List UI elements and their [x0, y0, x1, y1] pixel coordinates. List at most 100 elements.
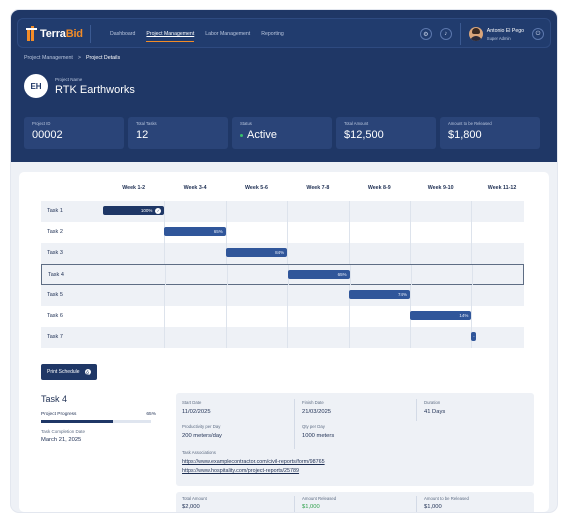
nav-dashboard[interactable]: Dashboard	[110, 31, 136, 37]
start-date: 11/02/2025	[182, 409, 211, 415]
stat-value: $1,800	[448, 129, 482, 141]
grid-line	[287, 327, 289, 348]
task-bar[interactable]: -	[471, 332, 477, 341]
nav-reporting[interactable]: Reporting	[261, 31, 284, 37]
grid-line	[410, 243, 411, 264]
grid-line	[226, 265, 228, 286]
qty: 1000 meters	[302, 433, 335, 439]
status-dot-icon	[240, 133, 243, 137]
user-area: ⚙ ♪ Antonio El Pego Super Admin ⏻	[412, 23, 544, 45]
stat-value: 00002	[32, 129, 63, 141]
grid-line	[348, 306, 350, 327]
stat-label: Status	[240, 121, 252, 126]
divider	[416, 496, 417, 512]
progress-bar	[41, 420, 151, 423]
association-link[interactable]: https://www.hospitality.com/project-repo…	[182, 468, 300, 474]
print-schedule-button[interactable]: Print Schedule ⎙	[41, 364, 97, 380]
grid-line	[225, 327, 227, 348]
grid-line	[287, 222, 289, 243]
grid-line	[164, 243, 166, 264]
task-bar[interactable]: 65%	[164, 227, 226, 236]
task-name: Task 3	[47, 250, 63, 256]
print-icon: ⎙	[84, 369, 91, 375]
stats-row: Project ID 00002 Total Tasks 12 Status A…	[24, 117, 540, 149]
week-header: Week 1-2	[122, 185, 146, 191]
nav-project-management[interactable]: Project Management	[146, 19, 194, 49]
nav-labor-management[interactable]: Labor Management	[205, 31, 251, 37]
task-bar[interactable]: 65%	[288, 270, 350, 279]
grid-line	[348, 201, 350, 222]
stat-amount-to-release: Amount to be Released $1,800	[440, 117, 540, 149]
grid-line	[164, 285, 166, 306]
task-bar[interactable]: 84%	[225, 248, 288, 257]
week-header: Week 7-8	[306, 185, 330, 191]
qty-cell: Qty per Day 1000 meters	[302, 424, 335, 439]
grid-line	[348, 327, 350, 348]
stat-total-amount: Total Amount $12,500	[336, 117, 436, 149]
amount-released: $1,000	[302, 504, 320, 510]
duration-cell: Duration 41 Days	[424, 400, 446, 415]
grid-line	[165, 265, 167, 286]
week-header: Week 5-6	[245, 185, 268, 191]
task-bar[interactable]: 14%	[410, 311, 472, 320]
week-header: Week 11-12	[487, 185, 517, 191]
gantt-row[interactable]: Task 5 74%	[41, 285, 524, 306]
user-role: Super Admin	[486, 35, 511, 41]
stat-label: Total Amount	[344, 121, 369, 126]
task-progress-label: 65%	[337, 272, 347, 277]
amount-to-release: $1,000	[424, 504, 442, 510]
stat-value: $12,500	[344, 129, 384, 141]
grid-line	[471, 201, 473, 222]
task-progress-label: 14%	[459, 313, 469, 318]
divider	[294, 399, 295, 449]
productivity: 200 meters/day	[182, 433, 222, 439]
user-menu[interactable]: Antonio El Pego Super Admin	[459, 23, 524, 45]
power-icon[interactable]: ⏻	[532, 28, 544, 40]
stat-value: 12	[136, 129, 149, 141]
gantt-row[interactable]: Task 6 14%	[41, 306, 524, 327]
association-link[interactable]: https://www.examplecontractor.com/civil-…	[182, 459, 325, 465]
bell-icon[interactable]: ♪	[439, 28, 452, 40]
grid-line	[411, 265, 412, 286]
task-progress-label: 100%	[140, 208, 153, 213]
task-progress-label: 74%	[397, 292, 407, 297]
gantt-row[interactable]: Task 1 100% ✓	[41, 201, 524, 222]
week-header: Week 8-9	[367, 185, 391, 191]
task-bar[interactable]: 100% ✓	[103, 206, 165, 215]
task-bar[interactable]: 74%	[348, 290, 410, 299]
divider	[90, 25, 91, 43]
grid-line	[164, 327, 166, 348]
user-name: Antonio El Pego	[486, 27, 524, 34]
task-name: Task 1	[47, 208, 63, 214]
completion-date-label: Task Completion Date	[41, 429, 86, 434]
gantt-row[interactable]: Task 3 84%	[41, 243, 524, 264]
gear-icon[interactable]: ⚙	[419, 28, 432, 40]
breadcrumb-current: Project Details	[85, 55, 121, 61]
grid-line	[164, 306, 166, 327]
breadcrumb-parent[interactable]: Project Management	[24, 55, 73, 61]
brand-logo[interactable]: TerraBid	[26, 25, 83, 43]
grid-line	[164, 201, 166, 222]
progress-fill	[41, 420, 113, 423]
task-info: Start Date 11/02/2025 Finish Date 21/03/…	[176, 393, 534, 486]
breadcrumb: Project Management > Project Details	[24, 55, 120, 61]
grid-line	[472, 265, 474, 286]
grid-line	[225, 285, 227, 306]
gantt-row[interactable]: Task 7 -	[41, 327, 524, 348]
gantt-row[interactable]: Task 4 65%	[41, 264, 524, 286]
grid-line	[471, 222, 473, 243]
finish-date: 21/03/2025	[302, 409, 332, 415]
task-name: Task 5	[47, 292, 63, 298]
top-navbar: TerraBid Dashboard Project Management La…	[17, 18, 551, 48]
grid-line	[471, 285, 473, 306]
grid-line	[225, 222, 227, 243]
grid-line	[471, 243, 473, 264]
divider	[294, 496, 295, 512]
task-progress-label: 84%	[275, 250, 285, 255]
task-title: Task 4	[41, 394, 68, 404]
page-title: RTK Earthworks	[55, 83, 135, 96]
task-name: Task 2	[47, 229, 63, 235]
progress-value: 65%	[146, 412, 156, 417]
gantt-row[interactable]: Task 2 65%	[41, 222, 524, 243]
